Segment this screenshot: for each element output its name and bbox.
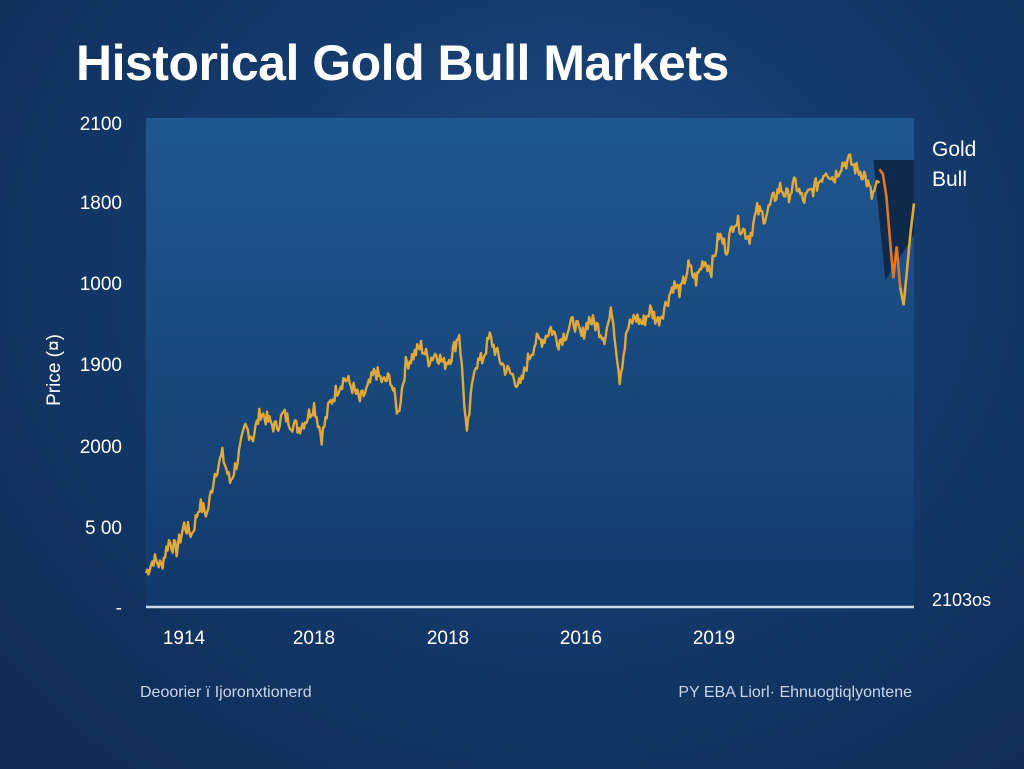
plot-area — [146, 118, 914, 606]
y-tick-label: - — [116, 598, 122, 619]
series-group — [144, 153, 916, 576]
x-tick-label: 1914 — [163, 628, 206, 649]
x-tick-label: 2018 — [293, 628, 335, 649]
x-tick-label: 2018 — [427, 628, 469, 649]
y-tick-label: 1000 — [80, 274, 122, 295]
gold-price-line — [144, 153, 881, 576]
y-tick-label: 5 00 — [85, 518, 122, 539]
footnote-left: Deoorier ï Ijoronxtionerd — [140, 684, 312, 701]
footnote-right: PY EBA Liorl· Ehnuogtiqlyontene — [678, 684, 912, 701]
bull-decline-line — [878, 168, 902, 288]
y-tick-label: 1800 — [80, 193, 122, 214]
legend-label-gold: Gold — [932, 138, 976, 161]
y-axis-ticks: 2100 1800 1000 1900 2000 5 00 - — [80, 114, 122, 619]
y-tick-label: 1900 — [80, 355, 122, 376]
legend-label-bull: Bull — [932, 168, 967, 191]
x-tick-label: 2019 — [693, 628, 735, 649]
chart-title: Historical Gold Bull Markets — [76, 35, 729, 91]
x-axis-ticks: 1914 2018 2018 2016 2019 — [163, 628, 735, 649]
bull-recovery-line — [898, 203, 916, 306]
bull-market-region — [873, 160, 914, 280]
x-end-label: 2103os — [932, 590, 991, 610]
y-tick-label: 2100 — [80, 114, 122, 135]
y-axis-label: Price (¤) — [44, 334, 65, 406]
x-tick-label: 2016 — [560, 628, 602, 649]
y-tick-label: 2000 — [80, 437, 122, 458]
